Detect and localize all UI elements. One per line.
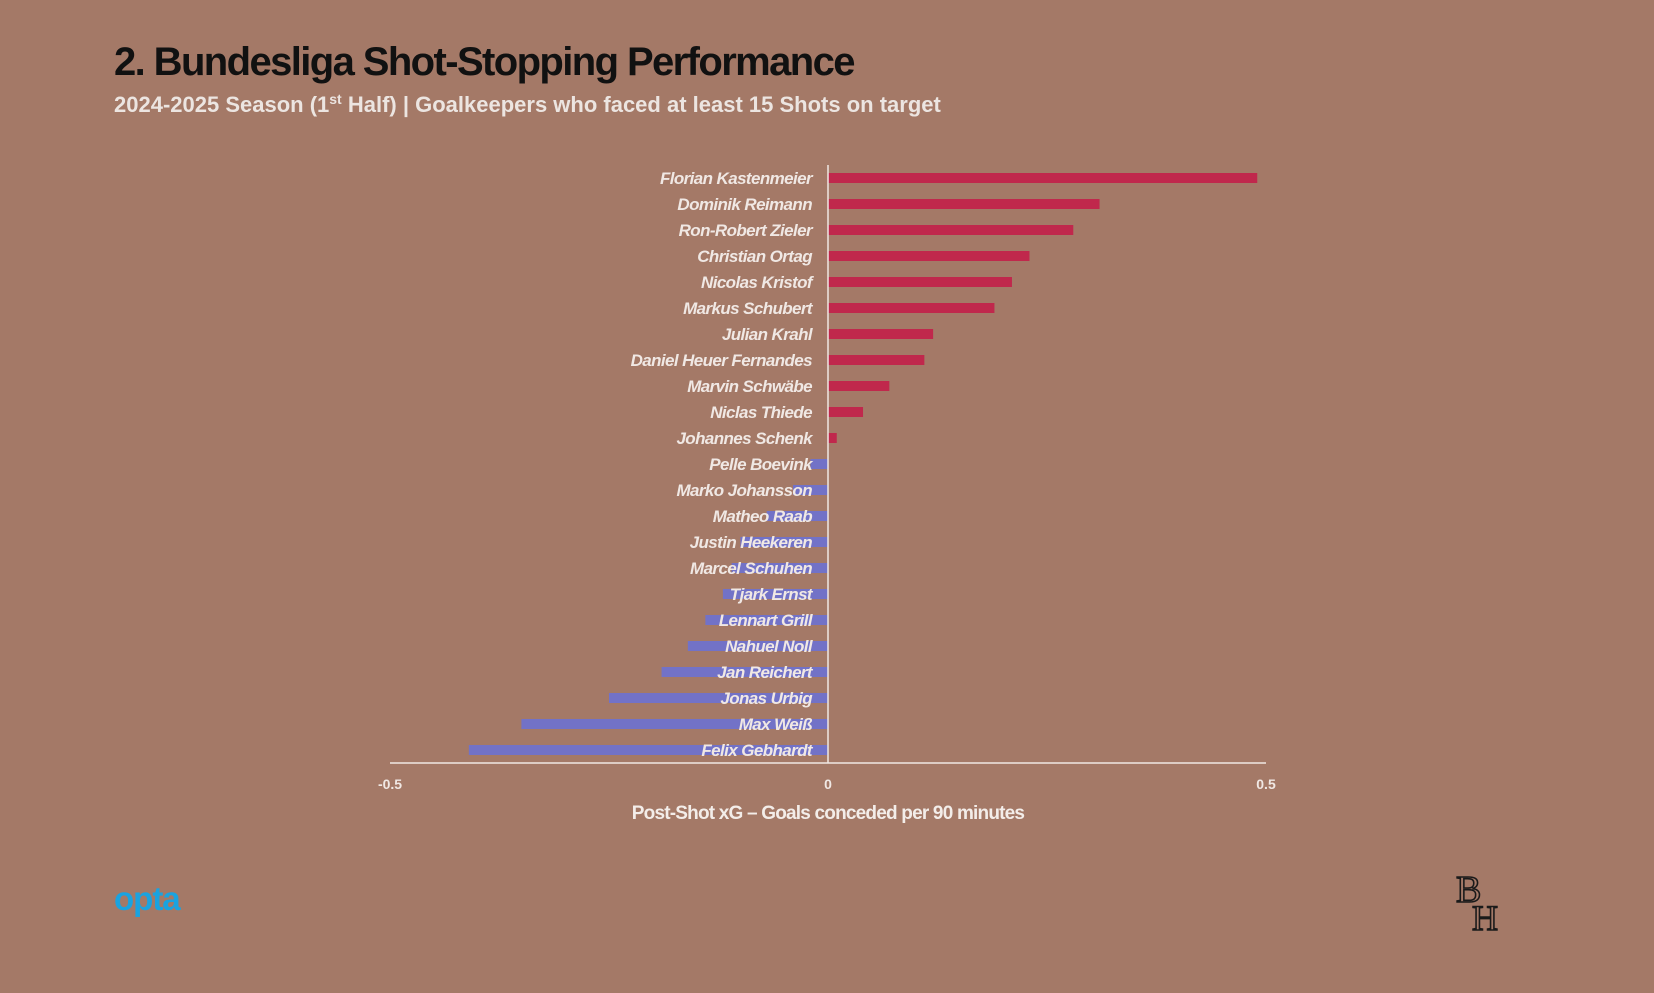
bar-3 [828,225,1074,235]
bars-layer [468,173,1258,755]
chart-title: 2. Bundesliga Shot-Stopping Performance [114,40,856,84]
category-label-2: Dominik Reimann [677,195,812,214]
bar-17 [722,589,828,599]
axis-layer [390,165,1266,764]
bar-18 [705,615,828,625]
brand-logo-letter-bottom: H [1472,898,1498,936]
category-label-20: Jan Reichert [717,663,814,682]
category-label-4: Christian Ortag [697,247,813,266]
category-label-15: Justin Heekeren [690,533,813,552]
ticks-layer: -0.5 0 0.5 [378,776,1276,792]
category-label-21: Jonas Urbig [720,689,813,708]
labels-layer: Florian Kastenmeier Dominik Reimann Ron-Ro… [631,169,816,760]
bar-21 [609,693,828,703]
category-label-19: Nahuel Noll [725,637,814,656]
bar-14 [766,511,828,521]
subtitle-criteria: Half) | Goalkeepers who faced at least 1… [341,92,941,117]
bar-10 [828,407,864,417]
chart-subtitle: 2024-2025 Season (1st Half) | Goalkeeper… [114,92,941,118]
subtitle-ordinal-suffix: st [329,91,342,107]
brand-logo: B H [1455,868,1499,936]
bar-22 [521,719,828,729]
bar-16 [731,563,828,573]
x-tick-label-1: -0.5 [378,776,402,792]
bar-19 [687,641,828,651]
category-label-10: Niclas Thiede [710,403,812,422]
category-label-11: Johannes Schenk [676,429,814,448]
bar-1 [828,173,1258,183]
category-label-14: Matheo Raab [713,507,812,526]
bar-6 [828,303,995,313]
bar-5 [828,277,1012,287]
bar-23 [468,745,828,755]
category-label-1: Florian Kastenmeier [660,169,814,188]
opta-logo: opta [114,880,181,917]
category-label-8: Daniel Heuer Fernandes [631,351,813,370]
bar-13 [792,485,828,495]
bar-20 [661,667,828,677]
bar-7 [828,329,934,339]
x-axis-title: Post-Shot xG – Goals conceded per 90 min… [632,803,1025,824]
bar-9 [828,381,890,391]
category-label-18: Lennart Grill [719,611,814,630]
bar-11 [828,433,837,443]
x-tick-label-3: 0.5 [1256,776,1276,792]
category-label-13: Marko Johansson [676,481,812,500]
category-label-6: Markus Schubert [683,299,814,318]
bar-12 [810,459,828,469]
category-label-9: Marvin Schwäbe [687,377,812,396]
category-label-12: Pelle Boevink [709,455,814,474]
brand-logo-letter-top: B [1456,869,1481,911]
category-label-7: Julian Krahl [722,325,814,344]
bar-8 [828,355,925,365]
x-tick-label-2: 0 [824,776,832,792]
category-label-5: Nicolas Kristof [701,273,815,292]
category-label-23: Felix Gebhardt [701,741,814,760]
category-label-17: Tjark Ernst [730,585,814,604]
category-label-3: Ron-Robert Zieler [679,221,814,240]
bar-2 [828,199,1100,209]
bar-4 [828,251,1030,261]
bar-15 [740,537,828,547]
category-label-16: Marcel Schuhen [690,559,812,578]
subtitle-season: 2024-2025 Season (1 [114,92,330,117]
category-label-22: Max Weiß [739,715,813,734]
